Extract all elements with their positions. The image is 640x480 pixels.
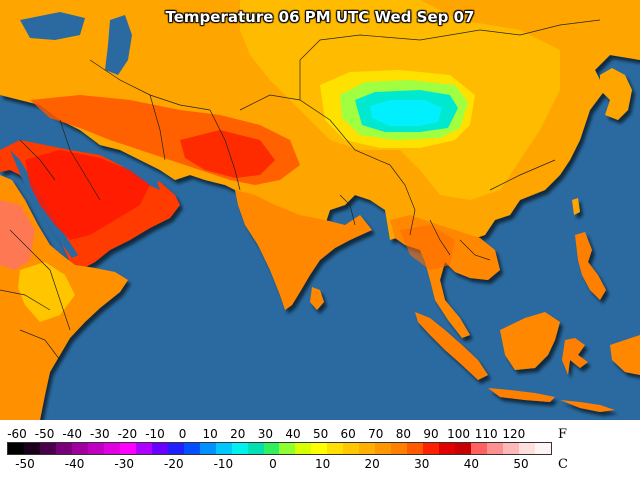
celsius-tick: -10 — [213, 457, 234, 471]
fahrenheit-tick: 70 — [368, 427, 384, 441]
color-segment — [503, 443, 519, 454]
temperature-map: Temperature 06 PM UTC Wed Sep 07 — [0, 0, 640, 420]
color-segment — [455, 443, 472, 454]
fahrenheit-tick: -20 — [117, 427, 138, 441]
color-segment — [487, 443, 504, 454]
landmass-taiwan — [572, 198, 580, 215]
fahrenheit-tick: 120 — [502, 427, 526, 441]
color-segment — [87, 443, 104, 454]
color-segment — [183, 443, 200, 454]
fahrenheit-tick: -10 — [145, 427, 165, 441]
landmass-philippines — [575, 232, 606, 300]
celsius-tick: -50 — [15, 457, 35, 471]
color-segment — [23, 443, 40, 454]
fahrenheit-tick: 50 — [312, 427, 329, 441]
color-segment — [199, 443, 216, 454]
celsius-tick: 0 — [269, 457, 277, 471]
caspian-sea — [105, 15, 132, 75]
landmass-sri-lanka — [310, 287, 324, 310]
color-segment — [39, 443, 56, 454]
fahrenheit-tick: 0 — [178, 427, 187, 441]
fahrenheit-tick: -60 — [7, 427, 27, 441]
color-segment — [343, 443, 360, 454]
color-segment — [231, 443, 248, 454]
color-segment — [263, 443, 280, 454]
fahrenheit-unit-label: F — [558, 427, 568, 442]
color-segment — [359, 443, 376, 454]
color-segment — [103, 443, 120, 454]
fahrenheit-tick: 40 — [285, 427, 301, 441]
mild-zone-horn — [18, 262, 75, 322]
color-segment — [534, 443, 551, 454]
landmass-lesser-islands — [560, 400, 615, 412]
celsius-tick: 40 — [463, 457, 480, 471]
fahrenheit-tick: 100 — [447, 427, 471, 441]
fahrenheit-tick: 20 — [230, 427, 246, 441]
celsius-tick: -20 — [163, 457, 184, 471]
celsius-tick: -30 — [114, 457, 134, 471]
map-title: Temperature 06 PM UTC Wed Sep 07 — [165, 8, 475, 26]
hot-zone-indochina — [400, 225, 455, 270]
landmass-borneo — [500, 312, 560, 370]
color-segment — [55, 443, 72, 454]
celsius-tick: 10 — [314, 457, 331, 471]
landmass-sulawesi — [562, 338, 588, 375]
color-scale-bar — [7, 442, 552, 455]
borders — [0, 19, 601, 361]
fahrenheit-tick: 110 — [474, 427, 498, 441]
color-segment — [407, 443, 424, 454]
color-segment — [519, 443, 535, 454]
landmass-new-guinea — [610, 335, 640, 375]
fahrenheit-tick: 60 — [340, 427, 356, 441]
landmass-sumatra — [415, 312, 488, 380]
landmass-india — [235, 190, 372, 310]
color-segment — [215, 443, 232, 454]
color-segment — [119, 443, 136, 454]
celsius-tick: 20 — [364, 457, 380, 471]
color-segment — [151, 443, 168, 454]
color-segment — [247, 443, 264, 454]
landmass-japan — [600, 68, 632, 120]
color-segment — [295, 443, 312, 454]
celsius-tick: 30 — [414, 457, 430, 471]
fahrenheit-tick: -50 — [34, 427, 55, 441]
color-segment — [439, 443, 456, 454]
fahrenheit-tick: 30 — [257, 427, 274, 441]
persian-gulf — [115, 158, 160, 190]
color-segment — [311, 443, 328, 454]
color-segment — [71, 443, 88, 454]
coolest-zone-tibet — [370, 100, 442, 126]
color-segment — [135, 443, 152, 454]
celsius-tick: -40 — [64, 457, 85, 471]
fahrenheit-tick: -40 — [62, 427, 82, 441]
temperature-legend: -60 -50 -40 -30 -20 -10 0 10 20 30 40 50 60 70 80 90 100… — [0, 420, 640, 480]
map-svg — [0, 0, 640, 420]
fahrenheit-tick: -30 — [89, 427, 110, 441]
celsius-tick: 50 — [513, 457, 529, 471]
color-segment — [8, 443, 24, 454]
hottest-zone-arabia — [25, 150, 150, 240]
fahrenheit-tick: 10 — [202, 427, 218, 441]
black-sea — [20, 12, 85, 40]
hottest-zone-pakistan — [180, 130, 275, 178]
fahrenheit-tick: 80 — [395, 427, 412, 441]
landmass-java — [488, 388, 555, 402]
pink-zone-east-africa — [0, 200, 35, 270]
celsius-unit-label: C — [558, 457, 568, 472]
color-segment — [279, 443, 296, 454]
fahrenheit-tick: 90 — [423, 427, 439, 441]
color-segment — [471, 443, 488, 454]
color-segment — [327, 443, 344, 454]
color-segment — [167, 443, 184, 454]
color-segment — [423, 443, 440, 454]
color-segment — [391, 443, 408, 454]
color-segment — [375, 443, 392, 454]
